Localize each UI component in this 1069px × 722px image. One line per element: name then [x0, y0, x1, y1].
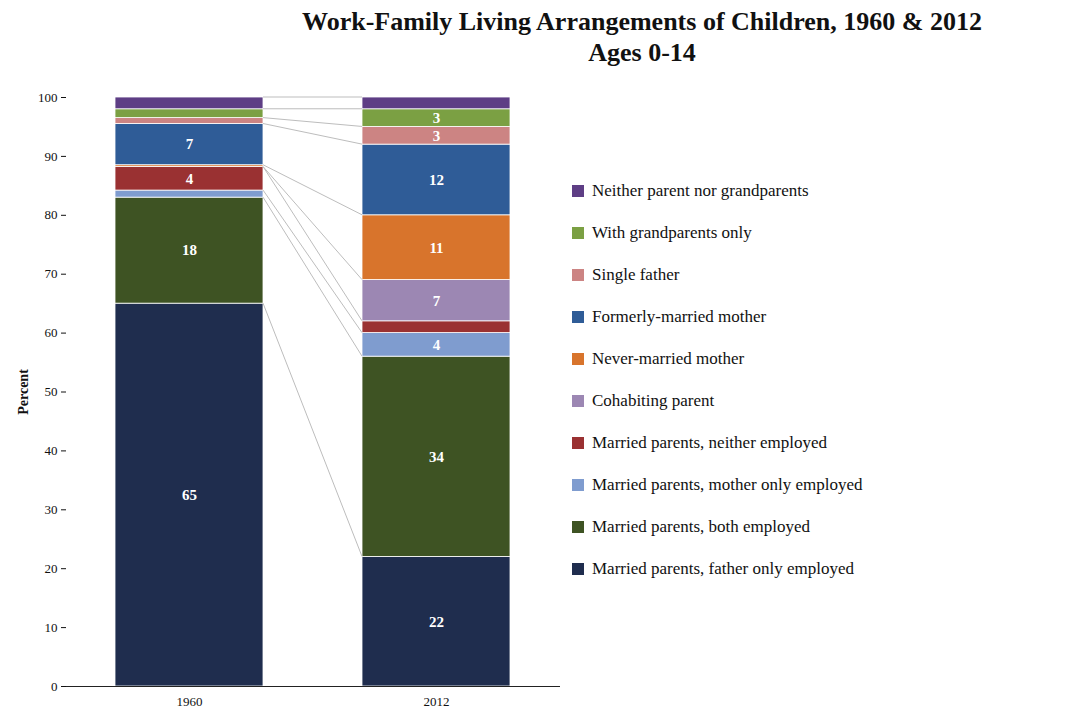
svg-text:7: 7	[186, 136, 194, 152]
html-text:Cohabiting parent: Cohabiting parent	[592, 391, 715, 410]
svg-text:50: 50	[45, 384, 58, 399]
svg-text:3: 3	[433, 110, 441, 126]
html-text:Married parents, mother only e: Married parents, mother only employed	[592, 475, 863, 494]
html-text:Work-Family Living Arrangement: Work-Family Living Arrangements of Child…	[302, 7, 982, 36]
svg-text:70: 70	[45, 266, 58, 281]
svg-text:60: 60	[45, 325, 58, 340]
svg-text:7: 7	[433, 293, 441, 309]
svg-text:10: 10	[45, 620, 58, 635]
html-text:Married parents, father only e: Married parents, father only employed	[592, 559, 854, 578]
svg-text:22: 22	[429, 614, 444, 630]
svg-text:11: 11	[429, 239, 443, 255]
svg-text:30: 30	[45, 502, 58, 517]
svg-text:4: 4	[433, 337, 441, 353]
svg-text:12: 12	[429, 172, 444, 188]
html-text:Formerly-married mother: Formerly-married mother	[592, 307, 767, 326]
svg-text:65: 65	[182, 487, 197, 503]
svg-text:90: 90	[45, 149, 58, 164]
html-text:Ages 0-14: Ages 0-14	[588, 38, 696, 67]
svg-text:2012: 2012	[424, 694, 450, 709]
svg-text:18: 18	[182, 242, 197, 258]
svg-text:Percent: Percent	[16, 369, 31, 415]
svg-text:4: 4	[186, 171, 194, 187]
svg-text:20: 20	[45, 561, 58, 576]
svg-text:40: 40	[45, 443, 58, 458]
svg-text:1960: 1960	[177, 694, 203, 709]
svg-text:100: 100	[38, 90, 58, 105]
html-text:Never-married mother: Never-married mother	[592, 349, 745, 368]
html-text:Neither parent nor grandparent: Neither parent nor grandparents	[592, 181, 809, 200]
html-text:Single father: Single father	[592, 265, 680, 284]
html-text:Married parents, both employed: Married parents, both employed	[592, 517, 811, 536]
svg-text:80: 80	[45, 207, 58, 222]
html-text:Married parents, neither emplo: Married parents, neither employed	[592, 433, 828, 452]
svg-text:0: 0	[51, 679, 58, 694]
html-text:With grandparents only: With grandparents only	[592, 223, 752, 242]
svg-text:3: 3	[433, 128, 441, 144]
svg-text:34: 34	[429, 449, 445, 465]
